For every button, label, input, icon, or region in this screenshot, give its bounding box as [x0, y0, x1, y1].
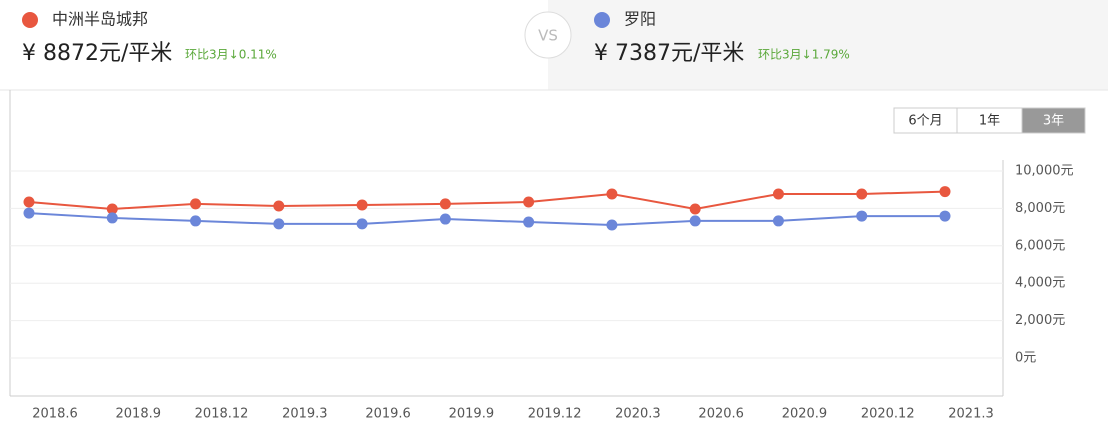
point — [689, 203, 701, 215]
range-button-label[interactable]: 6个月 — [908, 114, 942, 129]
legend-name: 罗阳 — [624, 10, 656, 29]
point — [523, 196, 535, 208]
range-button-label[interactable]: 1年 — [979, 114, 1000, 129]
point — [606, 188, 618, 200]
change: 环比3月↓1.79% — [758, 48, 850, 62]
point — [439, 198, 451, 210]
y-tick-label: 8,000元 — [1015, 201, 1065, 216]
x-tick-label: 2018.9 — [116, 407, 162, 422]
point — [772, 188, 784, 200]
x-tick-label: 2018.12 — [195, 407, 249, 422]
point — [190, 198, 202, 210]
x-tick-label: 2020.6 — [698, 407, 744, 422]
legend-dot — [22, 12, 38, 28]
point — [23, 196, 35, 208]
x-tick-label: 2019.3 — [282, 407, 328, 422]
price: ¥ 7387元/平米 — [594, 41, 744, 66]
y-tick-label: 2,000元 — [1015, 313, 1065, 328]
point — [356, 199, 368, 211]
price: ¥ 8872元/平米 — [22, 41, 172, 66]
vs-text: VS — [538, 27, 558, 45]
x-tick-label: 2020.9 — [782, 407, 828, 422]
x-tick-label: 2019.12 — [528, 407, 582, 422]
y-tick-label: 0元 — [1015, 351, 1036, 366]
y-tick-label: 6,000元 — [1015, 238, 1065, 253]
range-button-label[interactable]: 3年 — [1043, 114, 1064, 129]
range-button[interactable] — [956, 107, 1023, 134]
legend-name: 中洲半岛城邦 — [52, 10, 148, 29]
point — [106, 212, 118, 224]
point — [273, 218, 285, 230]
x-tick-label: 2020.3 — [615, 407, 661, 422]
point — [856, 210, 868, 222]
series-line — [28, 212, 945, 227]
range-button[interactable] — [1021, 107, 1086, 134]
x-tick-label: 2021.3 — [948, 407, 994, 422]
point — [106, 203, 118, 215]
point — [939, 210, 951, 222]
point — [523, 216, 535, 228]
x-tick-label: 2019.6 — [365, 407, 411, 422]
y-tick-label: 4,000元 — [1015, 276, 1065, 291]
change: 环比3月↓0.11% — [185, 48, 277, 62]
point — [273, 200, 285, 212]
vs-badge — [524, 11, 572, 59]
y-tick-label: 10,000元 — [1015, 164, 1074, 179]
x-tick-label: 2020.12 — [861, 407, 915, 422]
point — [356, 218, 368, 230]
point — [439, 213, 451, 225]
series-line — [28, 190, 946, 210]
point — [856, 188, 868, 200]
point — [689, 215, 701, 227]
x-tick-label: 2019.9 — [449, 407, 495, 422]
point — [190, 215, 202, 227]
point — [939, 186, 951, 198]
legend-dot — [594, 12, 610, 28]
x-tick-label: 2018.6 — [32, 407, 78, 422]
point — [23, 207, 35, 219]
point — [606, 219, 618, 231]
point — [772, 215, 784, 227]
right-panel — [548, 0, 1108, 90]
